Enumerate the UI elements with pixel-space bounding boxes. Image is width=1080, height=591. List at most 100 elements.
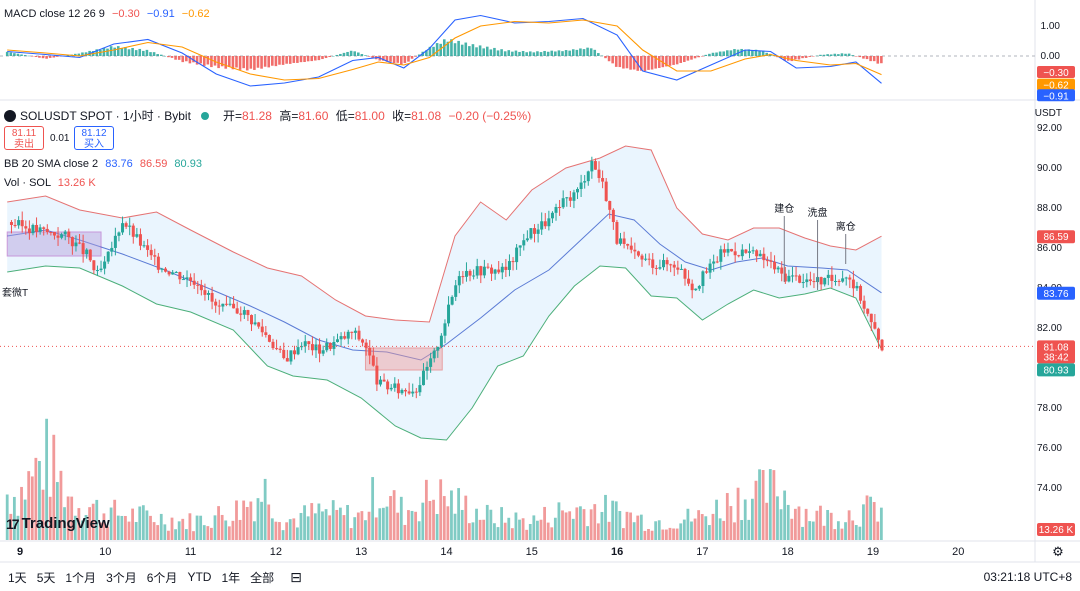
candle-body	[113, 235, 117, 248]
volume-bar	[872, 502, 876, 540]
macd-histogram-bar	[858, 56, 862, 58]
candle-body	[683, 268, 687, 279]
candle-body	[833, 280, 837, 282]
range-1m[interactable]: 1个月	[65, 570, 97, 585]
date-range-calendar-icon[interactable]: ⊟	[290, 568, 302, 585]
macd-histogram-bar	[679, 56, 683, 63]
candle-body	[841, 278, 845, 282]
range-1y[interactable]: 1年	[221, 570, 241, 585]
candle-body	[393, 383, 397, 388]
bb-legend[interactable]: BB 20 SMA close 2 83.76 86.59 80.93	[4, 158, 202, 170]
volume-bar	[353, 517, 357, 540]
candle-body	[525, 238, 529, 241]
candle-body	[217, 305, 221, 307]
macd-histogram-bar	[145, 49, 149, 56]
candle-body	[823, 277, 827, 285]
volume-bar	[231, 520, 235, 540]
macd-histogram-bar	[278, 56, 281, 65]
volume-bar	[220, 514, 224, 540]
macd-histogram-bar	[292, 56, 296, 63]
candle-body	[42, 227, 46, 229]
volume-bar	[145, 510, 149, 540]
sell-button[interactable]: 81.11 卖出	[4, 126, 44, 150]
volume-bar	[321, 511, 324, 540]
candle-body	[267, 334, 271, 342]
macd-histogram-bar	[511, 51, 514, 56]
candle-body	[507, 261, 511, 270]
buy-price: 81.12	[81, 128, 107, 139]
candle-body	[253, 322, 257, 325]
macd-histogram-bar	[249, 56, 253, 69]
macd-histogram-bar	[700, 56, 704, 57]
volume-bar	[604, 494, 607, 540]
candle-body	[325, 342, 329, 351]
settings-gear-icon[interactable]: ⚙	[1052, 544, 1064, 559]
macd-histogram-bar	[546, 51, 550, 56]
buy-label: 买入	[84, 139, 104, 150]
range-1d[interactable]: 1天	[8, 570, 27, 585]
candle-body	[547, 218, 551, 227]
volume-bar	[815, 510, 819, 540]
candle-body	[149, 249, 153, 256]
spread-value: 0.01	[50, 133, 70, 144]
candle-body	[540, 221, 544, 230]
macd-histogram-bar	[625, 56, 629, 69]
volume-bar	[654, 521, 658, 540]
volume-bar	[629, 512, 632, 540]
volume-bar	[779, 509, 783, 540]
bb-upper-value: 86.59	[139, 158, 168, 170]
buy-button[interactable]: 81.12 买入	[74, 126, 114, 150]
macd-histogram-bar	[880, 56, 883, 64]
volume-legend[interactable]: Vol · SOL 13.26 K	[4, 177, 96, 189]
volume-bar	[625, 511, 629, 540]
bb-lower-tag-bg	[1037, 363, 1075, 377]
volume-bar	[192, 531, 195, 540]
macd-histogram-bar	[217, 56, 220, 69]
macd-label: MACD close 12 26 9	[4, 8, 105, 20]
range-6m[interactable]: 6个月	[146, 570, 178, 585]
candle-body	[332, 341, 336, 349]
macd-histogram-bar	[321, 56, 324, 60]
macd-histogram-bar	[819, 54, 822, 56]
candle-body	[350, 331, 354, 333]
volume-bar	[571, 518, 575, 540]
candle-body	[450, 296, 454, 305]
volume-bar	[836, 521, 840, 540]
volume-bar	[45, 418, 49, 540]
volume-bar	[768, 469, 772, 540]
macd-histogram-bar	[435, 43, 439, 56]
macd-histogram-bar	[324, 56, 328, 59]
range-ytd[interactable]: YTD	[187, 570, 212, 584]
volume-bar	[224, 520, 228, 540]
candle-body	[439, 335, 443, 347]
volume-bar	[754, 480, 758, 540]
macd-histogram-bar	[876, 56, 880, 64]
volume-bar	[596, 523, 600, 540]
volume-bar	[450, 490, 453, 540]
candle-body	[196, 284, 200, 286]
macd-histogram-bar	[597, 53, 600, 56]
time-axis-tick: 19	[867, 546, 879, 558]
candle-body	[579, 182, 583, 189]
macd-histogram-bar	[754, 49, 758, 56]
volume-bar	[496, 527, 500, 540]
range-5d[interactable]: 5天	[36, 570, 56, 585]
symbol-name[interactable]: SOLUSDT SPOT · 1小时 · Bybit	[20, 109, 191, 123]
candle-body	[769, 260, 773, 262]
macd-histogram-bar	[403, 56, 407, 64]
macd-histogram-bar	[185, 56, 188, 62]
macd-histogram-bar	[733, 49, 736, 56]
range-all[interactable]: 全部	[250, 570, 275, 585]
macd-histogram-bar	[464, 42, 468, 56]
bb-basis-tag-bg	[1037, 286, 1075, 300]
candle-body	[164, 268, 168, 272]
clock[interactable]: 03:21:18 UTC+8	[983, 570, 1072, 584]
volume-bar	[281, 530, 285, 540]
macd-histogram-bar	[665, 56, 668, 67]
range-3m[interactable]: 3个月	[106, 570, 137, 585]
price-axis-tick: 90.00	[1037, 163, 1062, 174]
currency-label: USDT	[1035, 108, 1062, 119]
macd-histogram-bar	[106, 48, 109, 56]
macd-histogram-bar	[127, 49, 131, 56]
